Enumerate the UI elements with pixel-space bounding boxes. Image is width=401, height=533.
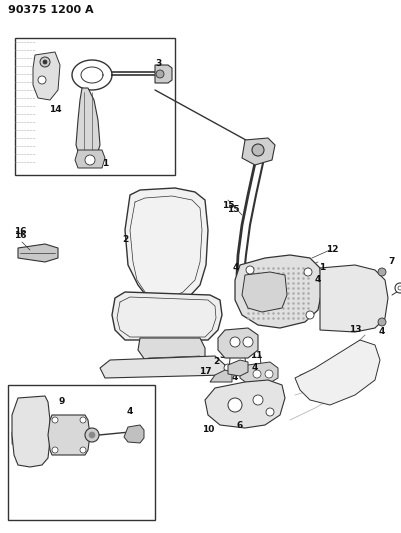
Text: 2: 2 <box>213 358 219 367</box>
Text: 5: 5 <box>219 351 225 359</box>
Circle shape <box>52 417 58 423</box>
Polygon shape <box>76 88 100 160</box>
Text: 1: 1 <box>102 158 108 167</box>
Circle shape <box>266 408 274 416</box>
Circle shape <box>40 57 50 67</box>
Circle shape <box>253 370 261 378</box>
Circle shape <box>43 60 47 64</box>
Circle shape <box>38 76 46 84</box>
Text: 1: 1 <box>319 263 325 272</box>
Polygon shape <box>295 340 380 405</box>
Text: 15: 15 <box>222 200 234 209</box>
Circle shape <box>228 398 242 412</box>
Text: 4: 4 <box>232 374 238 383</box>
Text: 6: 6 <box>237 421 243 430</box>
Text: 9: 9 <box>59 398 65 407</box>
Text: 4: 4 <box>252 364 258 373</box>
Text: 4: 4 <box>315 276 321 285</box>
Text: 2: 2 <box>122 236 128 245</box>
Circle shape <box>246 266 254 274</box>
Polygon shape <box>210 370 232 382</box>
Circle shape <box>253 395 263 405</box>
Polygon shape <box>12 396 50 467</box>
Polygon shape <box>124 425 144 443</box>
Text: 11: 11 <box>250 351 262 359</box>
Text: 4: 4 <box>233 263 239 272</box>
Circle shape <box>306 311 314 319</box>
Text: 14: 14 <box>49 106 61 115</box>
Circle shape <box>85 155 95 165</box>
Text: 16: 16 <box>14 230 26 239</box>
Text: 16: 16 <box>14 228 26 237</box>
Circle shape <box>304 268 312 276</box>
Circle shape <box>89 432 95 438</box>
Polygon shape <box>112 292 222 340</box>
Polygon shape <box>33 52 60 100</box>
Circle shape <box>85 428 99 442</box>
Polygon shape <box>155 65 172 83</box>
Circle shape <box>224 364 232 372</box>
Polygon shape <box>240 362 278 384</box>
Circle shape <box>230 337 240 347</box>
Polygon shape <box>8 385 155 520</box>
Polygon shape <box>48 415 90 455</box>
Polygon shape <box>125 188 208 305</box>
Circle shape <box>378 318 386 326</box>
Circle shape <box>395 283 401 293</box>
Polygon shape <box>242 138 275 165</box>
Polygon shape <box>138 338 205 360</box>
Text: 10: 10 <box>202 425 214 434</box>
Polygon shape <box>75 150 105 168</box>
Polygon shape <box>205 380 285 428</box>
Text: 3: 3 <box>155 59 161 68</box>
Polygon shape <box>218 328 258 358</box>
Polygon shape <box>320 265 388 332</box>
Polygon shape <box>15 38 175 175</box>
Text: 17: 17 <box>198 367 211 376</box>
Polygon shape <box>18 244 58 262</box>
Circle shape <box>52 447 58 453</box>
Text: 8: 8 <box>67 417 73 426</box>
Text: 13: 13 <box>349 326 361 335</box>
Text: 4: 4 <box>379 327 385 336</box>
Circle shape <box>156 70 164 78</box>
Circle shape <box>265 370 273 378</box>
Circle shape <box>398 286 401 290</box>
Text: 4: 4 <box>127 408 133 416</box>
Text: 12: 12 <box>326 246 338 254</box>
Text: 7: 7 <box>389 257 395 266</box>
Polygon shape <box>242 272 287 312</box>
Circle shape <box>80 417 86 423</box>
Polygon shape <box>228 360 248 376</box>
Polygon shape <box>12 430 20 446</box>
Text: 90375 1200 A: 90375 1200 A <box>8 5 93 15</box>
Circle shape <box>243 337 253 347</box>
Polygon shape <box>235 255 322 328</box>
Circle shape <box>80 447 86 453</box>
Circle shape <box>378 268 386 276</box>
Text: 15: 15 <box>227 206 239 214</box>
Circle shape <box>252 144 264 156</box>
Polygon shape <box>100 356 225 378</box>
